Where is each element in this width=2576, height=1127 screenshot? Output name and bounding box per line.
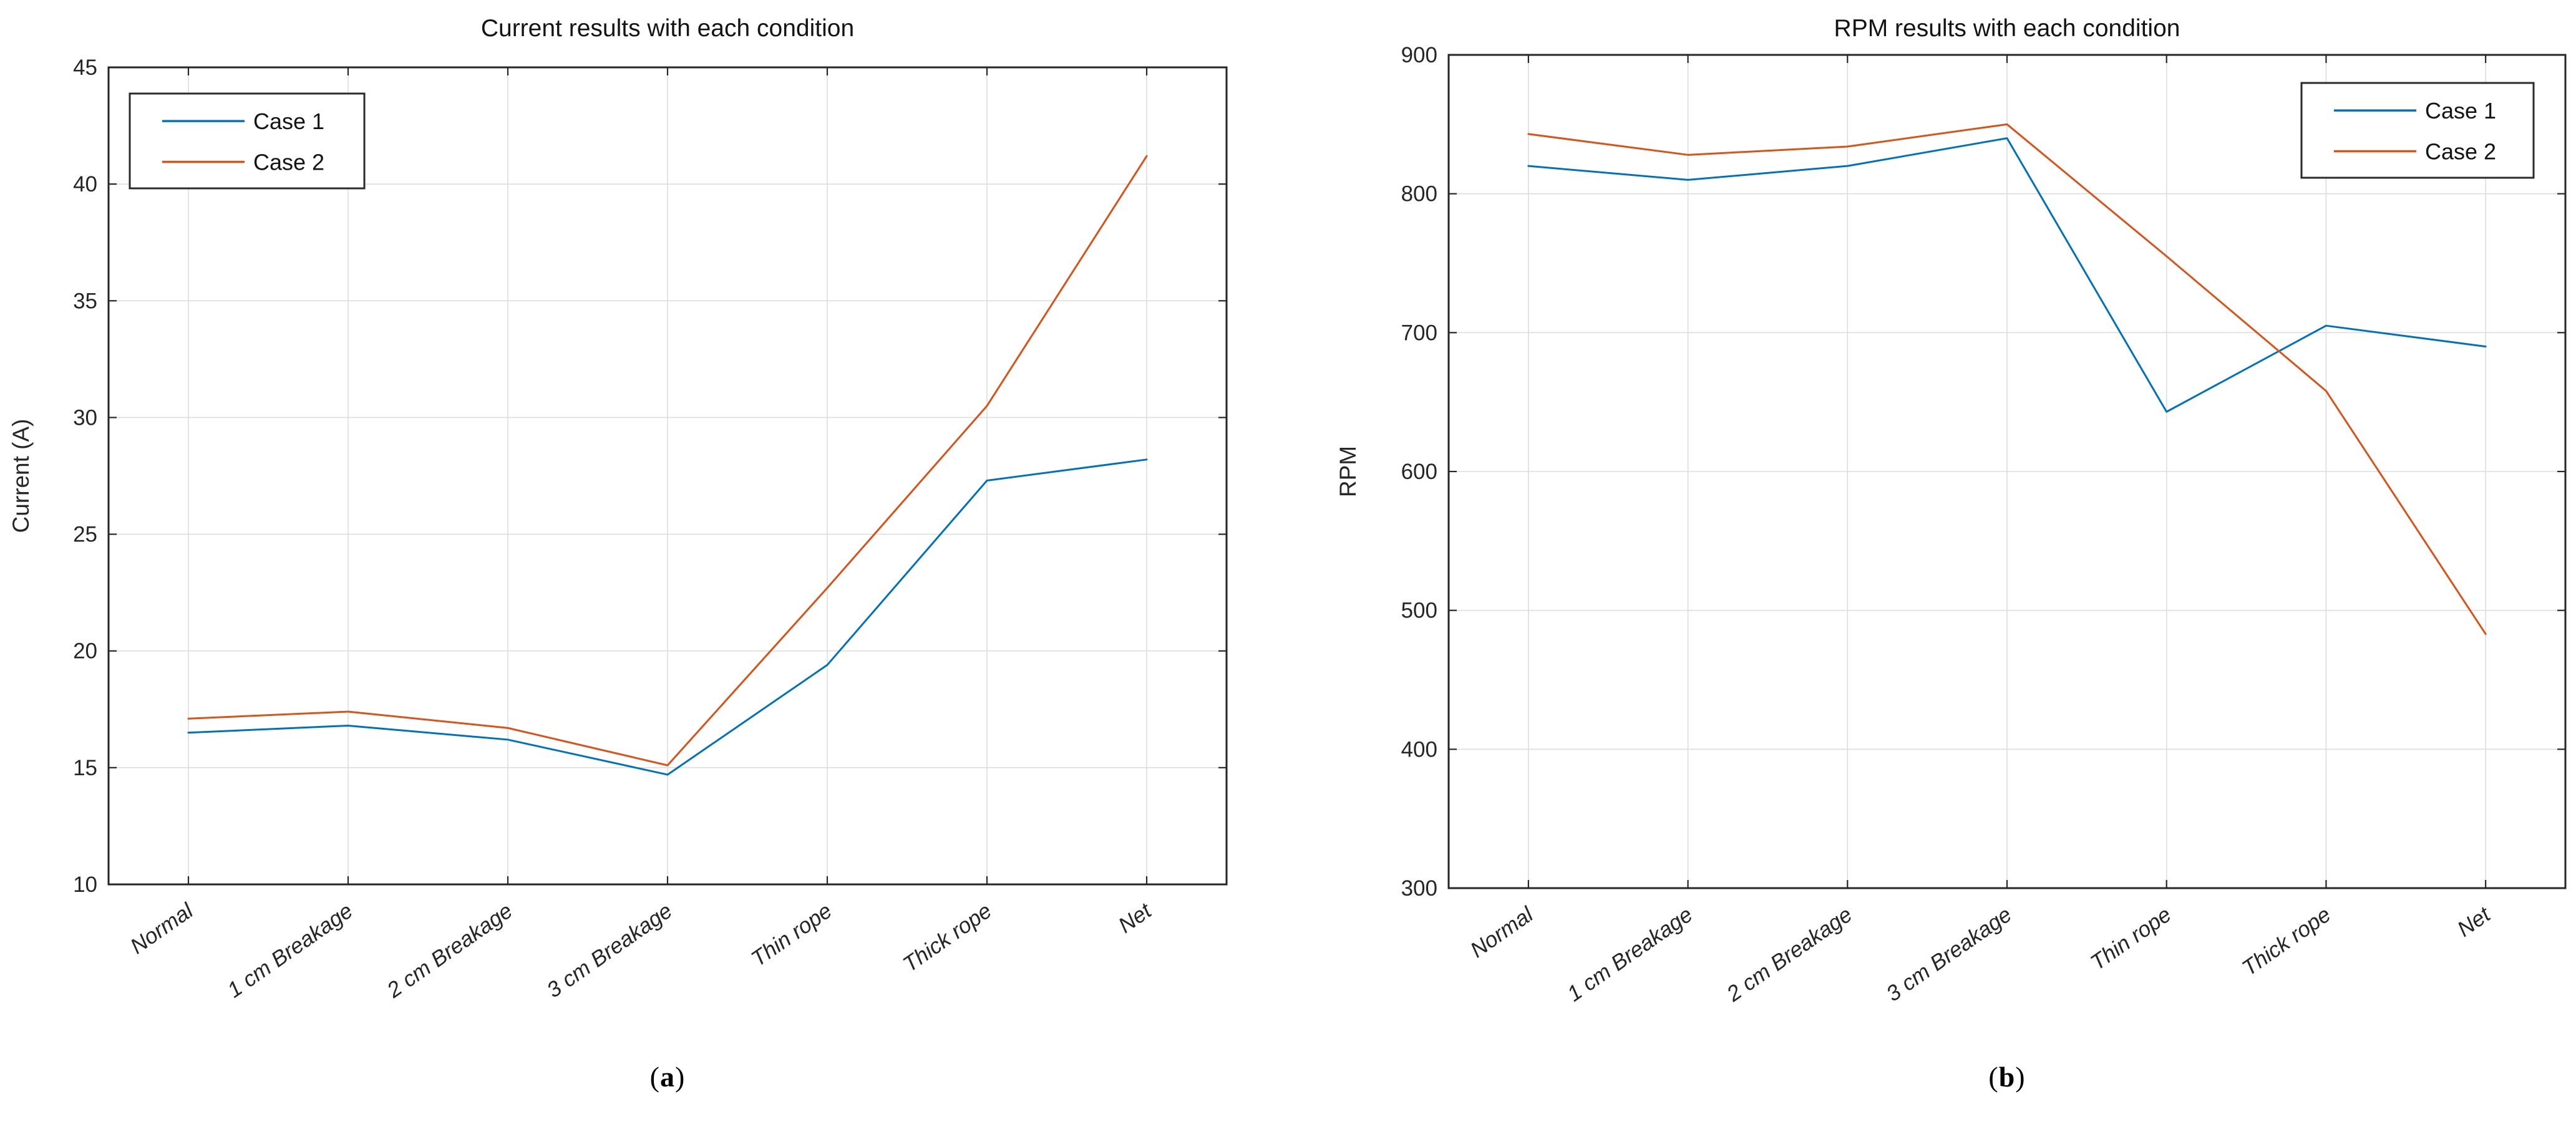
x-tick-label: 1 cm Breakage bbox=[1563, 902, 1697, 1007]
y-tick-label: 700 bbox=[1401, 321, 1437, 345]
caption-a-open-paren: ( bbox=[649, 1061, 660, 1093]
legend-box bbox=[2300, 82, 2535, 179]
caption-a: (a) bbox=[543, 1060, 792, 1093]
caption-b-close-paren: ) bbox=[2015, 1061, 2026, 1093]
y-tick-label: 30 bbox=[73, 405, 97, 430]
x-tick-label: 3 cm Breakage bbox=[1882, 902, 2016, 1007]
y-tick-label: 35 bbox=[73, 289, 97, 313]
caption-a-close-paren: ) bbox=[675, 1061, 686, 1093]
y-axis-label: RPM bbox=[1335, 446, 1361, 497]
x-tick-label: Thin rope bbox=[747, 899, 837, 972]
x-tick-label: Thick rope bbox=[898, 899, 996, 977]
legend-box bbox=[129, 92, 366, 190]
y-tick-label: 400 bbox=[1401, 737, 1437, 762]
series-line-case-1 bbox=[1527, 137, 2487, 413]
y-axis-label: Current (A) bbox=[8, 419, 34, 533]
series-line-case-2 bbox=[187, 155, 1148, 767]
legend-label-case-1: Case 1 bbox=[2425, 98, 2496, 123]
legend-label-case-2: Case 2 bbox=[2425, 138, 2496, 164]
caption-b-open-paren: ( bbox=[1988, 1061, 1999, 1093]
y-tick-label: 600 bbox=[1401, 460, 1437, 484]
x-tick-label: Net bbox=[2453, 902, 2496, 942]
y-tick-label: 20 bbox=[73, 639, 97, 664]
x-tick-label: 3 cm Breakage bbox=[542, 899, 676, 1003]
x-tick-label: Thick rope bbox=[2238, 902, 2335, 981]
y-tick-label: 800 bbox=[1401, 182, 1437, 206]
chart-title: RPM results with each condition bbox=[1834, 15, 2180, 42]
caption-b-letter: b bbox=[1998, 1061, 2016, 1093]
x-tick-label: 1 cm Breakage bbox=[223, 899, 357, 1003]
y-tick-label: 500 bbox=[1401, 599, 1437, 623]
series-line-case-1 bbox=[187, 458, 1148, 776]
y-tick-label: 900 bbox=[1401, 43, 1437, 67]
y-tick-label: 15 bbox=[73, 756, 97, 780]
y-tick-label: 10 bbox=[73, 873, 97, 897]
y-tick-label: 25 bbox=[73, 523, 97, 547]
x-tick-label: Net bbox=[1114, 898, 1157, 938]
caption-b: (b) bbox=[1882, 1060, 2132, 1093]
y-tick-label: 300 bbox=[1401, 876, 1437, 901]
legend-label-case-2: Case 2 bbox=[253, 149, 324, 175]
chart-title: Current results with each condition bbox=[481, 15, 854, 42]
x-tick-label: 2 cm Breakage bbox=[382, 899, 517, 1004]
chart-rpm-results: 300 400 500 600 700 800 900 Normal 1 cm Breakage… bbox=[1335, 15, 2567, 1007]
y-tick-label: 40 bbox=[73, 172, 97, 196]
x-tick-label: Thin rope bbox=[2086, 902, 2176, 975]
x-tick-label: Normal bbox=[126, 898, 198, 959]
x-tick-label: 2 cm Breakage bbox=[1722, 902, 1857, 1007]
x-tick-label: Normal bbox=[1466, 902, 1538, 962]
y-tick-label: 45 bbox=[73, 56, 97, 80]
series-line-case-2 bbox=[1527, 123, 2487, 636]
chart-current-results: 10 15 20 25 30 35 40 45 Normal 1 cm Breakage 2 cm … bbox=[8, 15, 1228, 1004]
legend-label-case-1: Case 1 bbox=[253, 109, 324, 134]
caption-a-letter: a bbox=[660, 1061, 675, 1093]
